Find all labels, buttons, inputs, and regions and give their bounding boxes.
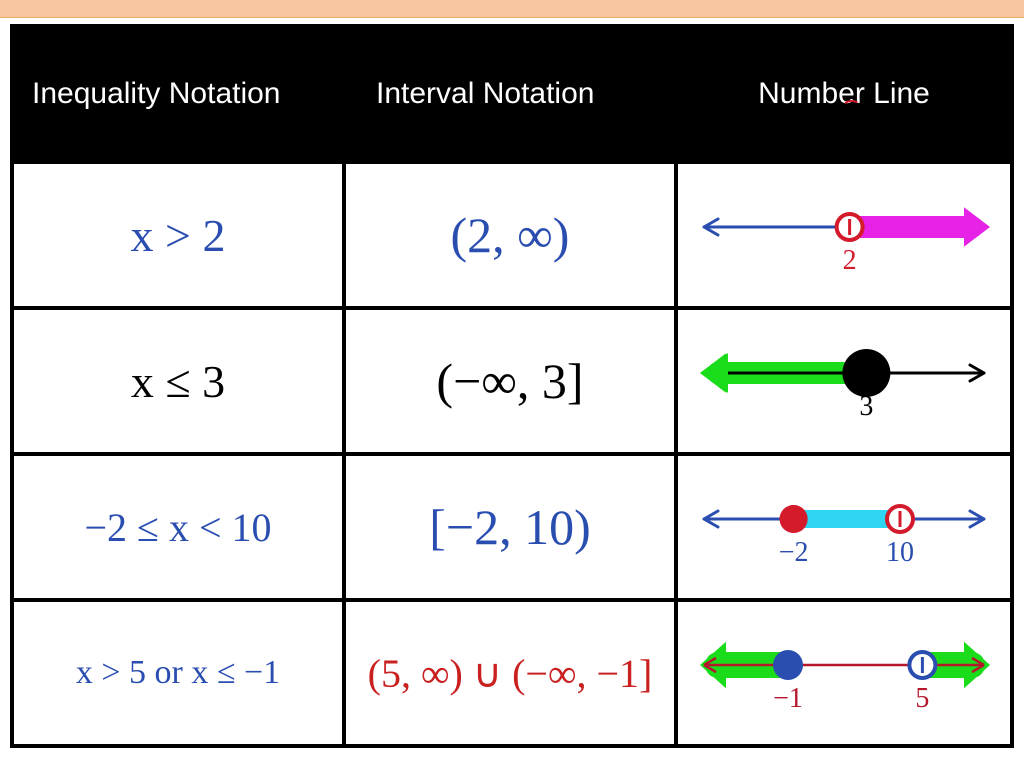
cell-numberline: 2 xyxy=(678,164,1010,306)
cell-interval: (5, ∞) ∪ (−∞, −1] xyxy=(346,602,678,744)
table-row: x > 2 (2, ∞) 2 xyxy=(14,160,1010,306)
svg-text:−1: −1 xyxy=(773,683,803,714)
notation-table: Inequality Notation Interval Notation Nu… xyxy=(10,24,1014,748)
header-inequality: Inequality Notation xyxy=(14,77,346,111)
cell-numberline: −2 10 xyxy=(678,456,1010,598)
table-row: −2 ≤ x < 10 [−2, 10) −2 10 xyxy=(14,452,1010,598)
interval-text: (2, ∞) xyxy=(451,206,570,264)
cell-interval: [−2, 10) xyxy=(346,456,678,598)
svg-text:3: 3 xyxy=(859,391,873,422)
svg-text:5: 5 xyxy=(915,683,929,714)
numberline-svg: 2 xyxy=(684,165,1004,305)
table-row: x ≤ 3 (−∞, 3] 3 xyxy=(14,306,1010,452)
svg-text:10: 10 xyxy=(886,537,914,568)
inequality-text: x > 2 xyxy=(131,209,226,262)
cell-inequality: x > 2 xyxy=(14,164,346,306)
interval-text: (−∞, 3] xyxy=(436,352,583,410)
interval-text: (5, ∞) ∪ (−∞, −1] xyxy=(368,650,653,697)
inequality-text: x > 5 or x ≤ −1 xyxy=(76,654,280,692)
inequality-text: −2 ≤ x < 10 xyxy=(84,504,271,551)
cell-numberline: 3 xyxy=(678,310,1010,452)
header-interval: Interval Notation xyxy=(346,77,678,111)
inequality-text: x ≤ 3 xyxy=(131,355,225,408)
numberline-svg: −2 10 xyxy=(684,457,1004,597)
numberline-svg: 3 xyxy=(684,311,1004,451)
table-header-row: Inequality Notation Interval Notation Nu… xyxy=(14,28,1010,160)
cell-interval: (−∞, 3] xyxy=(346,310,678,452)
svg-text:2: 2 xyxy=(843,245,857,276)
header-numberline: Number Line xyxy=(678,77,1010,111)
cell-inequality: x ≤ 3 xyxy=(14,310,346,452)
cell-numberline: −1 5 xyxy=(678,602,1010,744)
cell-interval: (2, ∞) xyxy=(346,164,678,306)
top-accent-bar xyxy=(0,0,1024,18)
numberline-svg: −1 5 xyxy=(684,603,1004,743)
stray-mark-icon xyxy=(844,97,860,107)
table-row: x > 5 or x ≤ −1 (5, ∞) ∪ (−∞, −1] −1 5 xyxy=(14,598,1010,744)
cell-inequality: −2 ≤ x < 10 xyxy=(14,456,346,598)
svg-text:−2: −2 xyxy=(779,537,809,568)
interval-text: [−2, 10) xyxy=(429,498,591,556)
cell-inequality: x > 5 or x ≤ −1 xyxy=(14,602,346,744)
